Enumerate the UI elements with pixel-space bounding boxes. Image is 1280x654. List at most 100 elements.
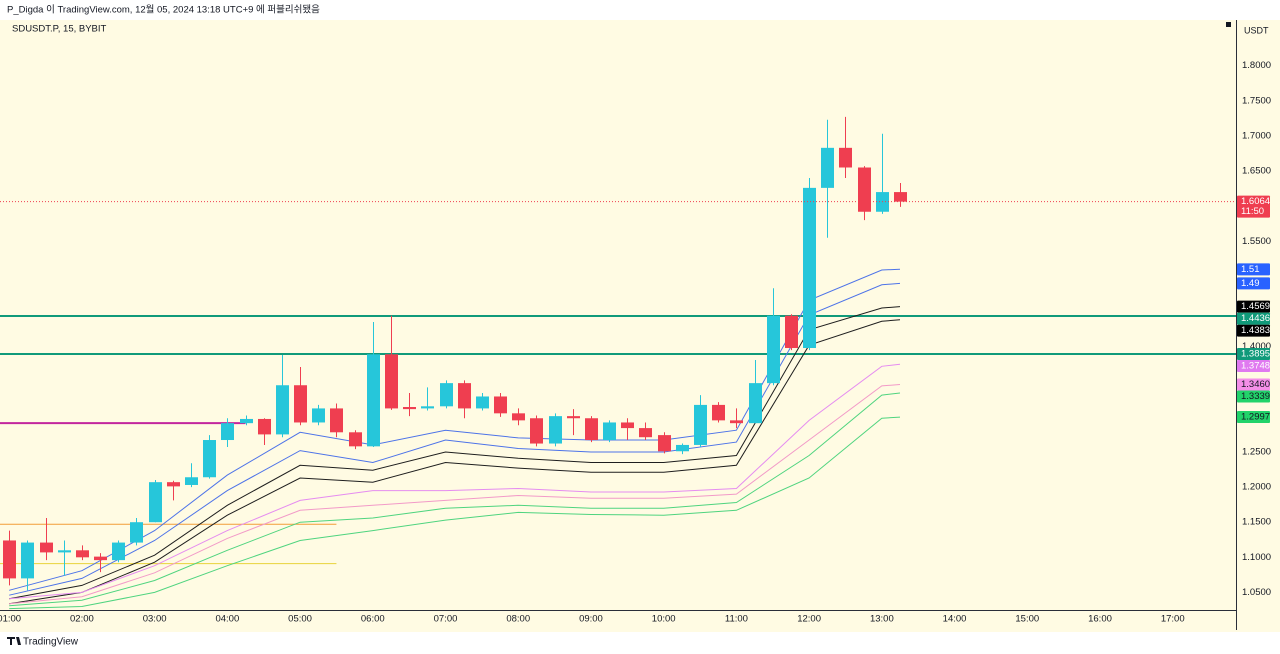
candle-body (349, 432, 362, 447)
candle-body (421, 406, 434, 409)
indicator-line (9, 306, 901, 600)
candle-body (639, 428, 652, 438)
indicator-line (9, 392, 901, 607)
x-tick-label: 16:00 (1088, 614, 1112, 625)
candle-body (240, 418, 253, 424)
candle-body (385, 354, 398, 409)
y-tick-label: 1.2000 (1242, 482, 1271, 493)
x-tick-label: 07:00 (434, 614, 458, 625)
candle-body (149, 482, 162, 523)
price-label: 1.4569 (1241, 301, 1270, 312)
candle-body (185, 477, 198, 485)
candle-body (658, 435, 671, 452)
candle-body (440, 383, 453, 407)
last-price-bg (1237, 195, 1270, 218)
candle-body (494, 396, 507, 414)
y-tick-label: 1.1500 (1242, 517, 1271, 528)
candle-body (312, 408, 325, 423)
x-tick-label: 03:00 (143, 614, 167, 625)
candle-body (621, 422, 634, 429)
x-tick-label: 17:00 (1161, 614, 1185, 625)
brand-logo (7, 637, 21, 645)
candle-body (730, 420, 743, 424)
price-label: 1.49 (1241, 278, 1260, 289)
menu-icon[interactable] (1226, 22, 1231, 27)
candle-body (530, 418, 543, 444)
candle-body (803, 187, 816, 349)
candle-body (549, 416, 562, 444)
candle-body (749, 383, 762, 424)
candle-body (203, 440, 216, 478)
candle-body (858, 167, 871, 212)
x-tick-label: 10:00 (652, 614, 676, 625)
candle-body (567, 416, 580, 419)
candle-body (603, 422, 616, 441)
candle-body (40, 542, 53, 553)
candle-body (21, 542, 34, 579)
price-label: 1.4383 (1241, 325, 1270, 336)
price-label: 1.2997 (1241, 412, 1270, 423)
x-tick-label: 12:00 (797, 614, 821, 625)
candle-body (676, 444, 689, 452)
price-label: 1.51 (1241, 264, 1260, 275)
x-tick-label: 08:00 (506, 614, 530, 625)
last-price-label: 1.6064 (1241, 196, 1270, 207)
candle-body (76, 550, 89, 558)
candle-body (94, 556, 107, 561)
candle-body (712, 404, 725, 421)
candle-body (839, 147, 852, 168)
candle-body (512, 413, 525, 421)
chart-background (0, 20, 1280, 632)
currency: USDT (1244, 25, 1269, 35)
y-tick-label: 1.8000 (1242, 60, 1271, 71)
x-tick-label: 09:00 (579, 614, 603, 625)
x-tick-label: 15:00 (1015, 614, 1039, 625)
price-label-bg (1237, 347, 1270, 360)
y-tick-label: 1.4000 (1242, 341, 1271, 352)
symbol-title: SDUSDT.P, 15, BYBIT (12, 24, 107, 35)
x-tick-label: 01:00 (0, 614, 21, 625)
price-label-bg (1237, 324, 1270, 337)
candle-body (221, 423, 234, 441)
x-tick-label: 06:00 (361, 614, 385, 625)
candle-body (58, 550, 71, 553)
candle-body (821, 147, 834, 188)
y-tick-label: 1.7000 (1242, 130, 1271, 141)
candle-body (585, 418, 598, 441)
indicator-line (9, 363, 901, 600)
price-label: 1.3895 (1241, 348, 1270, 359)
price-label-bg (1237, 390, 1270, 403)
price-label-bg (1237, 277, 1270, 290)
candle-body (403, 407, 416, 410)
candle-body (167, 482, 180, 487)
brand: TradingView (23, 637, 79, 648)
y-tick-label: 1.6500 (1242, 166, 1271, 177)
price-label: 1.3339 (1241, 391, 1270, 402)
price-label-bg (1237, 359, 1270, 372)
x-tick-label: 14:00 (943, 614, 967, 625)
candle-body (258, 418, 271, 435)
x-tick-label: 05:00 (288, 614, 312, 625)
price-label-bg (1237, 300, 1270, 313)
candle-body (112, 542, 125, 561)
x-tick-label: 11:00 (725, 614, 748, 625)
candle-body (330, 408, 343, 433)
candle-body (276, 385, 289, 435)
price-label: 1.4436 (1241, 313, 1270, 324)
price-label-bg (1237, 312, 1270, 325)
candle-body (767, 315, 780, 384)
candle-body (458, 383, 471, 409)
candle-body (785, 315, 798, 349)
y-tick-label: 1.5500 (1242, 236, 1271, 247)
x-tick-label: 13:00 (870, 614, 894, 625)
candle-body (476, 396, 489, 409)
candle-body (894, 192, 907, 202)
candle-body (130, 522, 143, 543)
candle-body (694, 404, 707, 445)
indicator-line (9, 319, 901, 605)
price-axis: 1.0500 1.1000 1.1500 1.2000 1.2500 1.4000 1.55… (1237, 60, 1271, 598)
x-tick-label: 02:00 (70, 614, 94, 625)
price-label-bg (1237, 411, 1270, 424)
